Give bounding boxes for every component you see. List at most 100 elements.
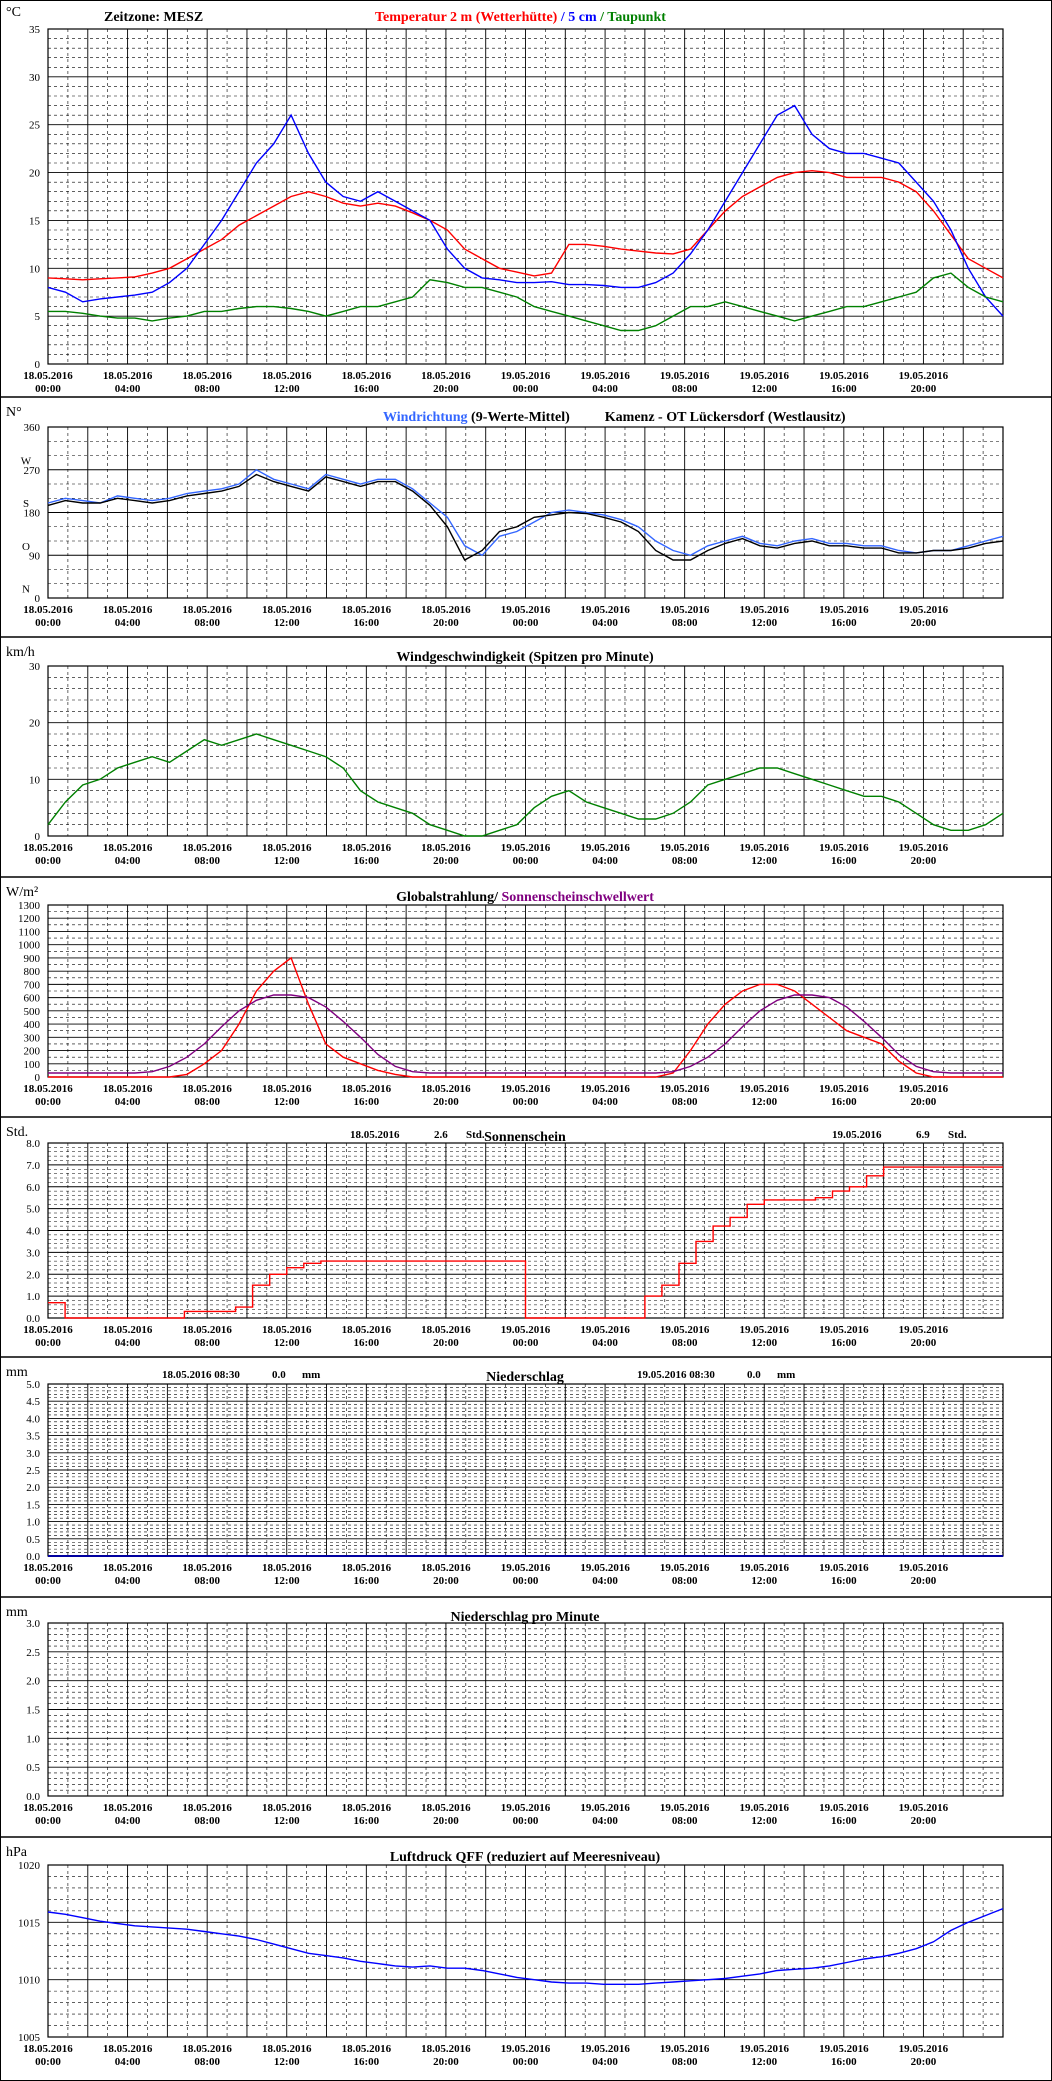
x-tick-date: 18.05.2016 xyxy=(262,2043,312,2055)
compass-label: O xyxy=(22,541,30,553)
y-tick-label: 1200 xyxy=(18,913,41,925)
x-tick-time: 20:00 xyxy=(433,1815,459,1827)
y-tick-label: 1.5 xyxy=(26,1705,40,1717)
x-tick-time: 04:00 xyxy=(115,617,141,629)
x-tick-date: 18.05.2016 xyxy=(23,1083,73,1095)
x-tick-date: 18.05.2016 xyxy=(23,1324,73,1336)
x-tick-time: 16:00 xyxy=(831,1096,857,1108)
panel-title: Windrichtung (9-Werte-Mittel) Kamenz - O… xyxy=(383,410,846,425)
x-tick-date: 18.05.2016 xyxy=(342,1083,392,1095)
x-tick-time: 16:00 xyxy=(831,1575,857,1587)
y-tick-label: 2.5 xyxy=(26,1647,40,1659)
x-tick-date: 18.05.2016 xyxy=(103,604,153,616)
total-unit: Std. xyxy=(948,1129,967,1141)
x-tick-time: 16:00 xyxy=(831,1337,857,1349)
title-part: 5 cm xyxy=(568,10,597,25)
x-tick-time: 08:00 xyxy=(194,383,220,395)
x-tick-date: 19.05.2016 xyxy=(819,842,869,854)
x-tick-time: 20:00 xyxy=(911,1337,937,1349)
y-tick-label: 1010 xyxy=(18,1975,41,1987)
x-tick-time: 00:00 xyxy=(513,617,539,629)
x-tick-time: 12:00 xyxy=(274,617,300,629)
panel-title: Globalstrahlung/ Sonnenscheinschwellwert xyxy=(396,890,654,905)
x-tick-date: 18.05.2016 xyxy=(421,1802,471,1814)
x-tick-time: 00:00 xyxy=(513,855,539,867)
x-tick-date: 19.05.2016 xyxy=(740,842,790,854)
x-tick-date: 19.05.2016 xyxy=(819,1324,869,1336)
plot-frame xyxy=(47,28,1004,365)
x-tick-time: 00:00 xyxy=(35,1815,61,1827)
x-tick-time: 08:00 xyxy=(194,617,220,629)
compass-label: W xyxy=(21,455,32,467)
panel-title: Niederschlag pro Minute xyxy=(450,1610,599,1625)
x-tick-time: 04:00 xyxy=(115,855,141,867)
y-tick-label: 3.5 xyxy=(26,1431,40,1443)
y-tick-label: 200 xyxy=(24,1046,41,1058)
total-date: 18.05.2016 xyxy=(350,1129,400,1141)
x-tick-date: 19.05.2016 xyxy=(660,1562,710,1574)
panel-temperature: 0 5 10 15 20 25 30 35 °C Zeitzone: MESZ Temperatur… xyxy=(6,5,1004,395)
series-temp5cm xyxy=(47,104,1004,317)
timezone-label: Zeitzone: MESZ xyxy=(104,10,203,25)
x-tick-time: 20:00 xyxy=(911,1575,937,1587)
plot-frame xyxy=(47,665,1004,837)
x-tick-date: 18.05.2016 xyxy=(103,1083,153,1095)
x-tick-time: 12:00 xyxy=(274,1096,300,1108)
x-tick-date: 18.05.2016 xyxy=(421,604,471,616)
x-tick-date: 19.05.2016 xyxy=(660,2043,710,2055)
x-tick-time: 20:00 xyxy=(433,1575,459,1587)
x-tick-date: 19.05.2016 xyxy=(580,1083,630,1095)
x-tick-time: 12:00 xyxy=(274,855,300,867)
y-tick-label: 1000 xyxy=(18,940,41,952)
title-part: Temperatur 2 m (Wetterhütte) xyxy=(375,10,558,25)
y-tick-label: 20 xyxy=(29,718,41,730)
x-tick-date: 18.05.2016 xyxy=(23,604,73,616)
y-tick-label: 0 xyxy=(35,1072,41,1084)
panel-title: Windgeschwindigkeit (Spitzen pro Minute) xyxy=(396,650,654,665)
x-tick-date: 18.05.2016 xyxy=(182,1324,232,1336)
x-tick-time: 00:00 xyxy=(35,1575,61,1587)
x-tick-time: 00:00 xyxy=(513,1337,539,1349)
y-tick-label: 35 xyxy=(29,24,41,36)
x-tick-time: 00:00 xyxy=(513,383,539,395)
x-tick-date: 18.05.2016 xyxy=(182,1562,232,1574)
title-part: Windrichtung xyxy=(383,410,468,425)
unit-label: km/h xyxy=(6,645,35,660)
x-tick-time: 04:00 xyxy=(592,617,618,629)
compass-label: S xyxy=(23,498,29,510)
x-tick-date: 19.05.2016 xyxy=(501,604,551,616)
x-tick-time: 08:00 xyxy=(194,2056,220,2068)
y-tick-label: 5.0 xyxy=(26,1379,40,1391)
x-tick-time: 08:00 xyxy=(672,855,698,867)
x-tick-time: 04:00 xyxy=(592,383,618,395)
x-tick-time: 20:00 xyxy=(433,1337,459,1349)
x-tick-time: 04:00 xyxy=(592,1575,618,1587)
x-tick-time: 12:00 xyxy=(274,1815,300,1827)
x-tick-time: 12:00 xyxy=(274,1337,300,1349)
y-tick-label: 1.0 xyxy=(26,1733,40,1745)
x-tick-time: 00:00 xyxy=(35,855,61,867)
x-tick-time: 12:00 xyxy=(751,855,777,867)
x-tick-time: 12:00 xyxy=(751,383,777,395)
total-unit: mm xyxy=(777,1369,795,1381)
x-tick-time: 16:00 xyxy=(831,1815,857,1827)
total-unit: Std. xyxy=(466,1129,485,1141)
x-tick-date: 18.05.2016 xyxy=(342,370,392,382)
x-tick-date: 18.05.2016 xyxy=(262,1562,312,1574)
total-date: 19.05.2016 08:30 xyxy=(637,1369,715,1381)
series-wind_dir xyxy=(47,473,1004,561)
x-tick-time: 20:00 xyxy=(911,1096,937,1108)
x-tick-time: 16:00 xyxy=(353,1337,379,1349)
y-tick-label: 0.0 xyxy=(26,1551,40,1563)
y-tick-label: 360 xyxy=(24,422,41,434)
x-tick-date: 18.05.2016 xyxy=(103,370,153,382)
x-tick-date: 19.05.2016 xyxy=(580,2043,630,2055)
panel-precip_minute: 0.0 0.5 1.0 1.5 2.0 2.5 3.0mm Niederschlag pro … xyxy=(0,1596,1052,1827)
x-tick-time: 04:00 xyxy=(115,1337,141,1349)
x-tick-time: 16:00 xyxy=(831,383,857,395)
x-tick-date: 19.05.2016 xyxy=(740,1562,790,1574)
y-tick-label: 300 xyxy=(24,1032,41,1044)
x-tick-date: 19.05.2016 xyxy=(660,842,710,854)
y-tick-label: 10 xyxy=(29,263,41,275)
x-tick-date: 19.05.2016 xyxy=(899,842,949,854)
